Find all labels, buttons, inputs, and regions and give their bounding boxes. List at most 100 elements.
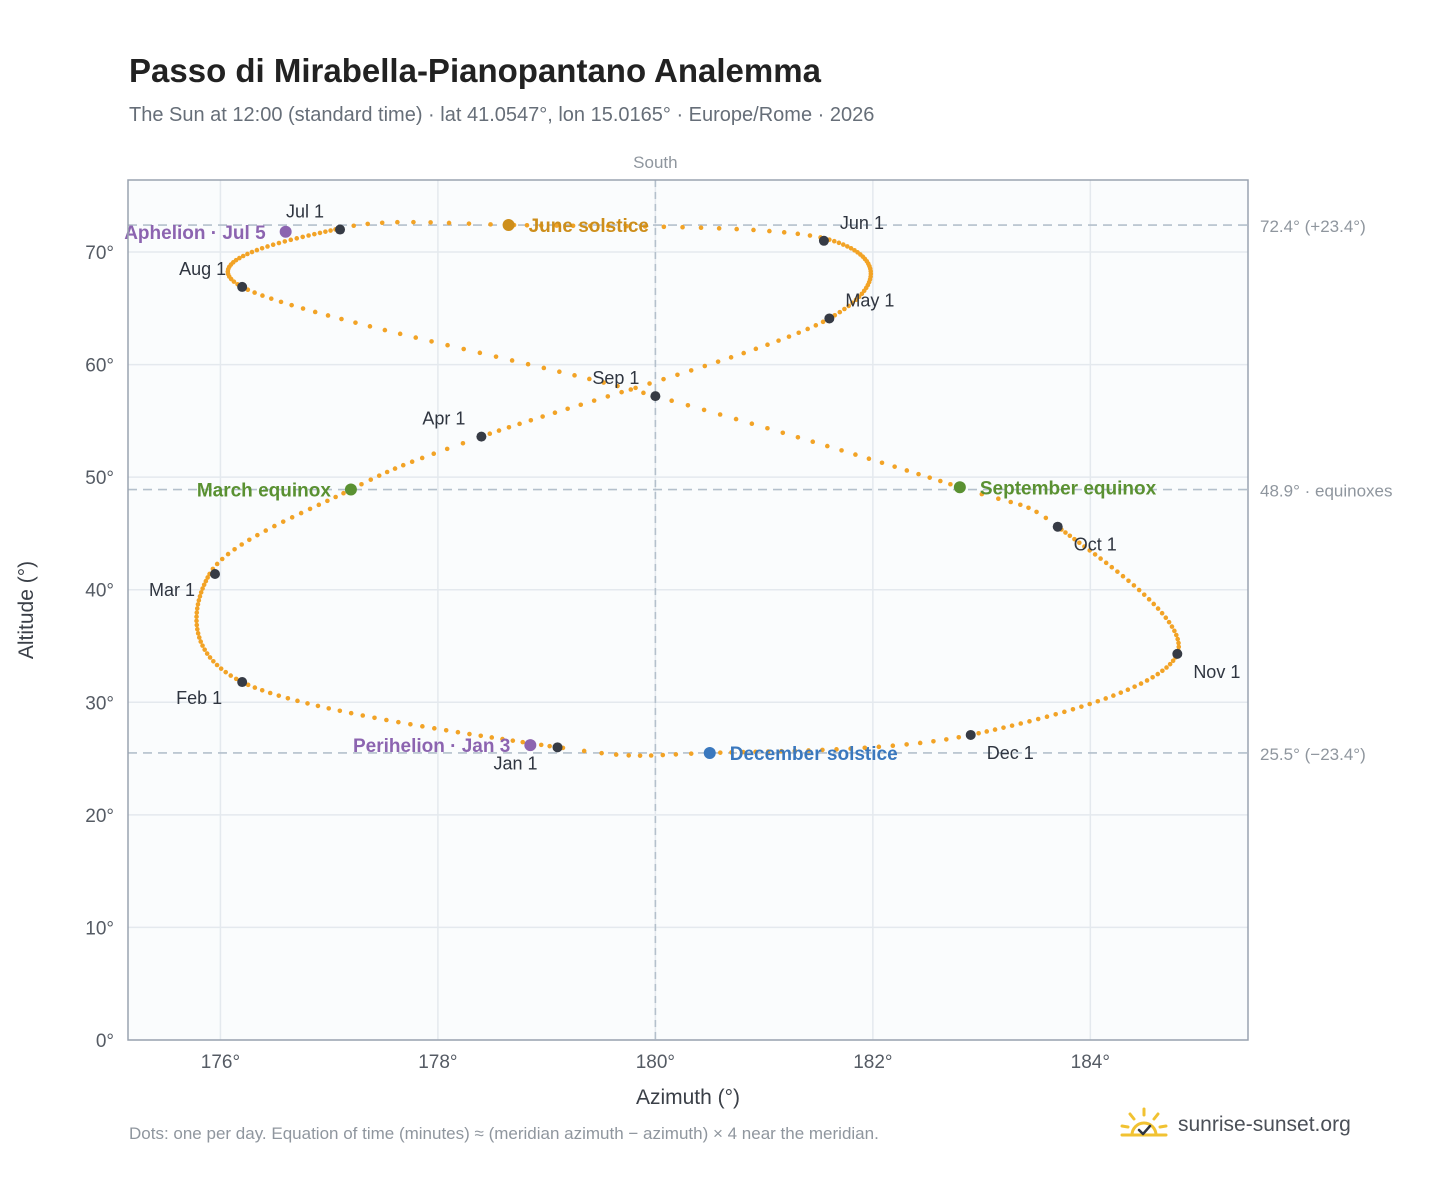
daily-dot <box>400 462 406 468</box>
daily-dot <box>240 253 246 259</box>
daily-dot <box>673 752 679 757</box>
daily-dot <box>541 365 547 371</box>
daily-dot <box>765 342 770 347</box>
daily-dot <box>466 221 472 226</box>
daily-dot <box>779 748 784 754</box>
daily-dot <box>260 293 265 298</box>
y-tick-label: 20° <box>85 806 114 827</box>
daily-dot <box>195 602 201 607</box>
footer-note: Dots: one per day. Equation of time (min… <box>129 1124 879 1143</box>
month-marker-dot <box>237 281 248 292</box>
event-marker-dot <box>279 225 292 238</box>
daily-dot <box>578 402 584 408</box>
daily-dot <box>702 363 708 369</box>
daily-dot <box>876 744 882 750</box>
daily-dot <box>1034 509 1039 515</box>
daily-dot <box>1141 592 1147 597</box>
daily-dot <box>839 448 844 453</box>
daily-dot <box>834 747 839 752</box>
daily-dot <box>1035 716 1041 722</box>
daily-dot <box>300 306 306 311</box>
daily-dot <box>715 359 721 364</box>
daily-dot <box>862 745 868 751</box>
daily-dot <box>333 494 338 500</box>
daily-dot <box>626 753 632 758</box>
daily-dot <box>496 428 502 433</box>
daily-dot <box>628 387 634 392</box>
brand-logo[interactable]: sunrise-sunset.org <box>1118 1100 1351 1150</box>
daily-dot <box>315 703 321 709</box>
event-marker-dot <box>502 219 515 232</box>
daily-dot <box>214 561 220 567</box>
daily-dot <box>198 590 204 595</box>
daily-dot <box>1115 569 1120 574</box>
daily-dot <box>892 464 897 469</box>
month-marker-label: Mar 1 <box>149 580 195 600</box>
daily-dot <box>276 240 282 246</box>
month-marker-dot <box>552 742 563 753</box>
daily-dot <box>1173 632 1179 638</box>
daily-dot <box>455 729 461 735</box>
daily-dot <box>992 727 998 732</box>
daily-dot <box>1126 578 1131 584</box>
daily-dot <box>733 416 739 422</box>
daily-dot <box>641 390 646 396</box>
daily-dot <box>365 221 371 227</box>
daily-dot <box>615 383 620 389</box>
month-marker-dot <box>476 431 487 442</box>
month-marker-label: Nov 1 <box>1193 662 1240 682</box>
daily-dot <box>820 319 826 325</box>
daily-dot <box>214 662 220 668</box>
daily-dot <box>520 739 526 745</box>
daily-dot <box>528 417 534 423</box>
daily-dot <box>1082 544 1087 549</box>
daily-dot <box>1043 515 1049 521</box>
daily-dot <box>751 227 756 233</box>
daily-dot <box>1079 704 1084 709</box>
daily-dot <box>1077 540 1082 546</box>
daily-dot <box>326 706 332 711</box>
daily-dot <box>305 701 310 706</box>
daily-dot <box>820 747 825 753</box>
daily-dot <box>372 715 377 721</box>
daily-dot <box>445 342 450 348</box>
x-tick-label: 176° <box>201 1052 240 1073</box>
month-markers: Jan 1 Feb 1 Mar 1 Apr 1 May 1 Jun 1 Jul 1 Aug 1… <box>149 202 1240 774</box>
daily-dot <box>259 245 265 251</box>
daily-dot <box>194 614 199 620</box>
daily-dot <box>461 346 466 352</box>
daily-dot <box>337 708 343 714</box>
daily-dot <box>734 226 739 232</box>
daily-dot <box>845 244 850 249</box>
daily-dot <box>717 412 723 417</box>
daily-dot <box>660 752 666 758</box>
daily-dot <box>853 452 858 457</box>
daily-dot <box>1008 499 1014 505</box>
daily-dot <box>351 223 357 229</box>
daily-dot <box>467 731 472 737</box>
daily-dot <box>1026 505 1031 511</box>
daily-dot <box>1164 665 1169 670</box>
daily-dot <box>219 556 225 562</box>
reference-line-label: 48.9° · equinoxes <box>1260 482 1393 501</box>
plot-area <box>128 180 1248 1040</box>
daily-dot <box>202 647 207 652</box>
daily-dot <box>328 228 333 233</box>
daily-dot <box>194 610 200 615</box>
daily-dot <box>825 443 830 449</box>
daily-dot <box>890 743 896 749</box>
daily-dot <box>323 229 328 234</box>
daily-dot <box>367 324 373 329</box>
daily-dot <box>948 481 953 487</box>
daily-dot <box>1087 701 1092 707</box>
daily-dot <box>879 460 885 466</box>
daily-dot <box>289 302 294 308</box>
daily-dot <box>688 368 694 373</box>
x-axis-title: Azimuth (°) <box>636 1086 740 1109</box>
month-marker-label: Dec 1 <box>987 743 1034 763</box>
daily-dot <box>506 424 512 430</box>
month-marker-dot <box>1052 521 1063 532</box>
daily-dot <box>717 750 723 755</box>
daily-dot <box>1044 714 1050 720</box>
daily-dot <box>753 749 758 755</box>
